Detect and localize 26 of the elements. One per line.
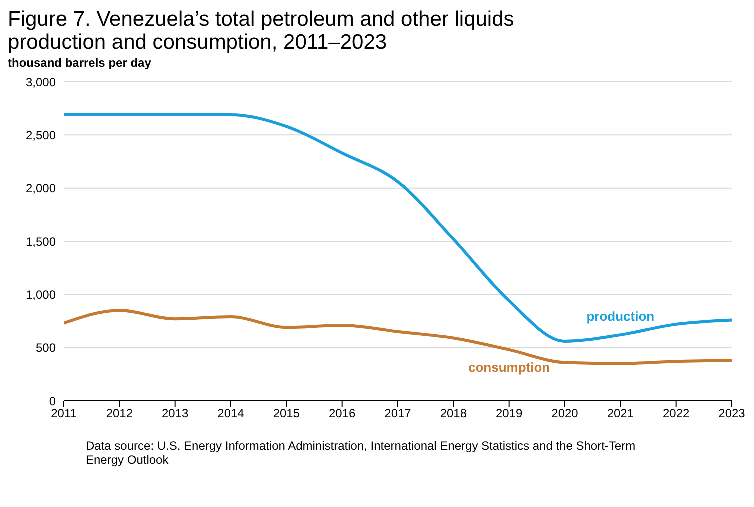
x-tick-label: 2020: [552, 406, 579, 421]
line-series: [64, 113, 732, 343]
x-tick-label: 2014: [218, 406, 245, 421]
y-tick-label: 0: [49, 394, 56, 408]
series-label: consumption: [468, 360, 550, 375]
y-tick-label: 1,500: [26, 234, 56, 249]
x-tick-label: 2019: [496, 406, 524, 421]
y-tick-label: 500: [36, 341, 56, 356]
chart-title: Figure 7. Venezuela’s total petroleum and other liquids production and consumption, 2011–2023: [8, 8, 516, 54]
y-tick-label: 2,000: [26, 182, 56, 196]
y-tick-label: 2,500: [26, 128, 56, 142]
x-tick-label: 2023: [718, 406, 746, 421]
series-label: production: [586, 309, 655, 324]
x-tick-label: 2017: [384, 406, 412, 421]
x-tick-label: 2013: [162, 406, 190, 421]
x-tick-label: 2022: [662, 406, 690, 421]
x-tick-label: 2011: [51, 406, 78, 421]
y-tick-label: 1,000: [26, 288, 56, 302]
x-tick-label: 2021: [607, 406, 634, 421]
source-note: Data source: U.S. Energy Information Administration, International Energy Statistics and the Short-Term Energy Outlook: [86, 439, 637, 467]
x-tick-label: 2012: [106, 406, 134, 421]
x-tick-label: 2018: [440, 406, 468, 421]
x-tick-label: 2016: [328, 406, 356, 421]
y-tick-label: 3,000: [26, 75, 56, 90]
y-axis-title: thousand barrels per day: [8, 56, 152, 70]
x-tick-label: 2015: [273, 406, 300, 421]
